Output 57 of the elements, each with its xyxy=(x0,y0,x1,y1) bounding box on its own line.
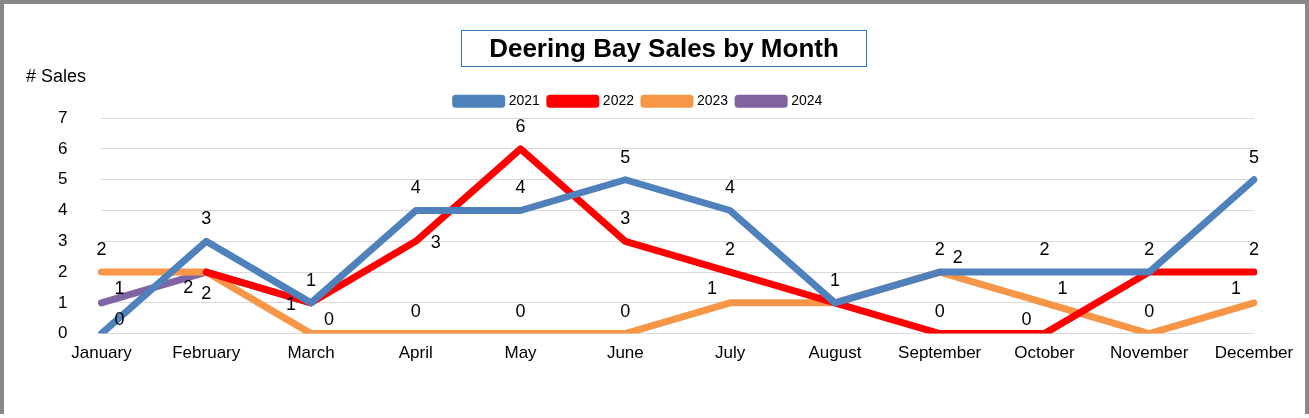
y-tick-label: 2 xyxy=(57,261,68,281)
legend-label: 2024 xyxy=(791,92,823,109)
legend-label: 2021 xyxy=(508,92,541,109)
x-tick-label: March xyxy=(287,343,335,363)
data-label: 0 xyxy=(620,300,631,321)
x-tick-label: October xyxy=(1014,343,1076,363)
data-label: 2 xyxy=(96,239,107,260)
data-label: 2 xyxy=(1039,239,1050,260)
x-tick-label: April xyxy=(398,343,433,363)
data-label: 5 xyxy=(620,146,631,167)
x-tick-label: May xyxy=(504,343,538,363)
y-axis-title: # Sales xyxy=(26,66,87,87)
x-tick-label: August xyxy=(808,343,862,363)
data-label: 6 xyxy=(515,115,526,136)
y-tick-label: 6 xyxy=(57,138,68,158)
data-label: 4 xyxy=(515,177,526,198)
legend-label: 2022 xyxy=(602,92,635,109)
data-label: 1 xyxy=(306,269,317,290)
data-label: 2 xyxy=(952,247,963,268)
x-tick-label: January xyxy=(71,343,133,363)
x-tick-label: November xyxy=(1110,343,1189,363)
data-label: 0 xyxy=(515,300,526,321)
x-tick-label: July xyxy=(715,343,746,363)
data-label: 3 xyxy=(620,208,631,229)
data-label: 2 xyxy=(934,239,945,260)
y-tick-label: 5 xyxy=(57,169,68,189)
y-tick-label: 3 xyxy=(57,230,68,250)
data-label: 1 xyxy=(1230,277,1242,298)
data-label: 4 xyxy=(725,177,736,198)
data-label: 3 xyxy=(201,208,212,229)
y-tick-label: 7 xyxy=(57,107,68,127)
data-label: 3 xyxy=(430,232,441,253)
data-label: 0 xyxy=(410,300,421,321)
y-tick-label: 4 xyxy=(57,200,68,220)
data-label: 4 xyxy=(410,177,421,198)
data-label: 0 xyxy=(1144,300,1155,321)
data-label: 2 xyxy=(1248,239,1260,260)
y-tick-label: 1 xyxy=(57,292,68,312)
data-label: 0 xyxy=(934,300,945,321)
x-tick-label: February xyxy=(172,343,241,363)
data-label: 0 xyxy=(324,308,335,329)
data-label: 2 xyxy=(201,283,212,304)
data-label: 5 xyxy=(1248,146,1260,167)
data-label: 2 xyxy=(725,239,736,260)
y-tick-label: 0 xyxy=(57,323,68,343)
data-label: 1 xyxy=(829,269,840,290)
data-label: 1 xyxy=(114,277,125,298)
data-label: 1 xyxy=(1057,277,1068,298)
data-label: 2 xyxy=(183,277,194,298)
x-tick-label: June xyxy=(606,343,644,363)
chart-title: Deering Bay Sales by Month xyxy=(461,30,867,67)
x-tick-label: September xyxy=(898,343,982,363)
data-label: 0 xyxy=(1021,308,1032,329)
legend-label: 2023 xyxy=(697,92,729,109)
x-tick-label: December xyxy=(1214,343,1294,363)
data-label: 1 xyxy=(707,277,718,298)
data-label: 2 xyxy=(1144,239,1155,260)
